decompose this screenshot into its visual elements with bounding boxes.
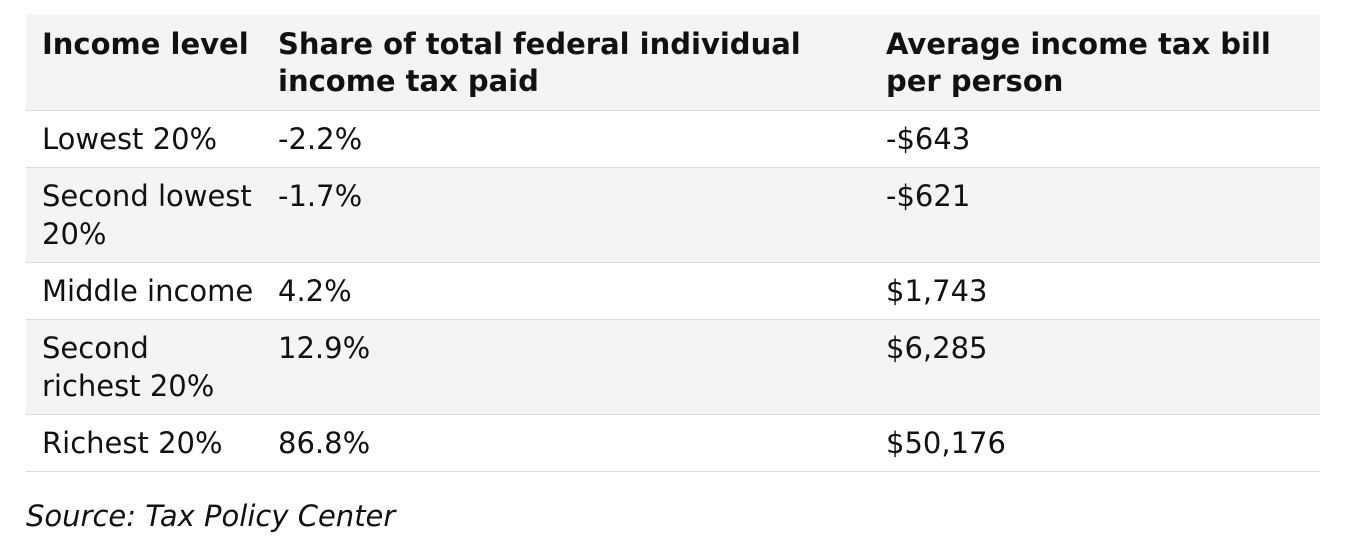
table-header: Income level Share of total federal indi…: [26, 14, 1320, 111]
cell-share-of-tax: -2.2%: [262, 110, 870, 168]
table-row: Second richest 20% 12.9% $6,285: [26, 319, 1320, 415]
cell-share-of-tax: 4.2%: [262, 262, 870, 320]
table-row: Second lowest 20% -1.7% -$621: [26, 167, 1320, 263]
cell-income-level: Second richest 20%: [26, 319, 262, 415]
cell-average-tax-bill: $6,285: [870, 319, 1320, 415]
cell-income-level: Richest 20%: [26, 414, 262, 472]
cell-share-of-tax: 86.8%: [262, 414, 870, 472]
tax-table-container: Income level Share of total federal indi…: [26, 14, 1320, 472]
cell-income-level: Lowest 20%: [26, 110, 262, 168]
cell-income-level: Second lowest 20%: [26, 167, 262, 263]
cell-average-tax-bill: -$643: [870, 110, 1320, 168]
tax-share-table: Income level Share of total federal indi…: [26, 14, 1320, 472]
cell-income-level: Middle income: [26, 262, 262, 320]
source-note: Source: Tax Policy Center: [26, 499, 396, 533]
cell-share-of-tax: 12.9%: [262, 319, 870, 415]
table-row: Lowest 20% -2.2% -$643: [26, 110, 1320, 168]
header-income-level: Income level: [26, 14, 262, 111]
header-row: Income level Share of total federal indi…: [26, 14, 1320, 111]
cell-average-tax-bill: $50,176: [870, 414, 1320, 472]
table-row: Richest 20% 86.8% $50,176: [26, 414, 1320, 472]
cell-average-tax-bill: $1,743: [870, 262, 1320, 320]
cell-share-of-tax: -1.7%: [262, 167, 870, 263]
header-share-of-tax: Share of total federal individual income…: [262, 14, 870, 111]
table-row: Middle income 4.2% $1,743: [26, 262, 1320, 320]
header-average-tax-bill: Average income tax bill per person: [870, 14, 1320, 111]
table-body: Lowest 20% -2.2% -$643 Second lowest 20%…: [26, 110, 1320, 472]
cell-average-tax-bill: -$621: [870, 167, 1320, 263]
